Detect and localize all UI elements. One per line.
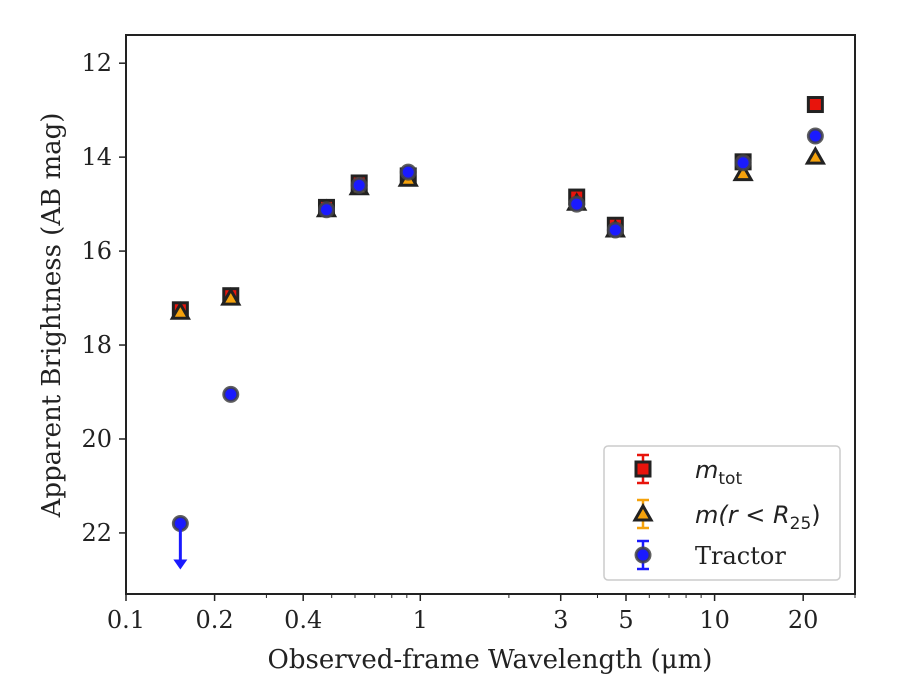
legend-label: mtot [695,456,742,489]
legend: mtot m(r < R25) Tractor [603,445,841,581]
y-axis-title: Apparent Brightness (AB mag) [37,113,67,519]
y-tick-label: 14 [81,143,112,171]
legend-triangle-marker [632,502,654,522]
legend-label: Tractor [695,542,786,570]
legend-label: m(r < R25) [695,501,821,534]
triangle-point [169,301,191,320]
data-marks [169,96,826,570]
circle-point [606,221,624,239]
circle-point [317,201,335,219]
triangle-point [804,146,826,165]
circle-point [399,163,417,181]
y-tick-label: 22 [81,519,112,547]
y-tick-label: 12 [81,49,112,77]
x-tick-label: 5 [618,606,633,634]
y-tick-label: 20 [81,425,112,453]
y-tick-label: 16 [81,237,112,265]
y-tick-label: 18 [81,331,112,359]
triangle-point [220,286,242,306]
x-tick-label: 20 [788,606,819,634]
series-square [171,96,824,319]
legend-circle-marker [634,546,652,564]
axis-ticks: 0.1 0.2 0.4 1 3 5 10 20 12 14 16 18 20 22 [81,49,856,634]
x-tick-label: 1 [413,606,428,634]
legend-square-marker [634,460,652,478]
circle-point [350,176,368,194]
plot-frame [125,34,856,595]
x-tick-label: 0.1 [107,606,145,634]
upper-limit-arrow-head [173,559,188,570]
legend-box [603,445,841,581]
circle-point [568,195,586,213]
series-triangle [169,146,826,320]
circle-point [806,127,824,145]
circle-point [734,154,752,172]
x-tick-label: 0.2 [196,606,234,634]
square-point [806,96,824,114]
triangle-point [732,162,754,182]
x-tick-label: 0.4 [284,606,322,634]
circle-point [222,385,240,403]
series-circle [171,127,824,570]
x-axis-title: Observed-frame Wavelength (μm) [268,645,713,675]
x-tick-label: 3 [553,606,568,634]
x-tick-label: 10 [699,606,730,634]
